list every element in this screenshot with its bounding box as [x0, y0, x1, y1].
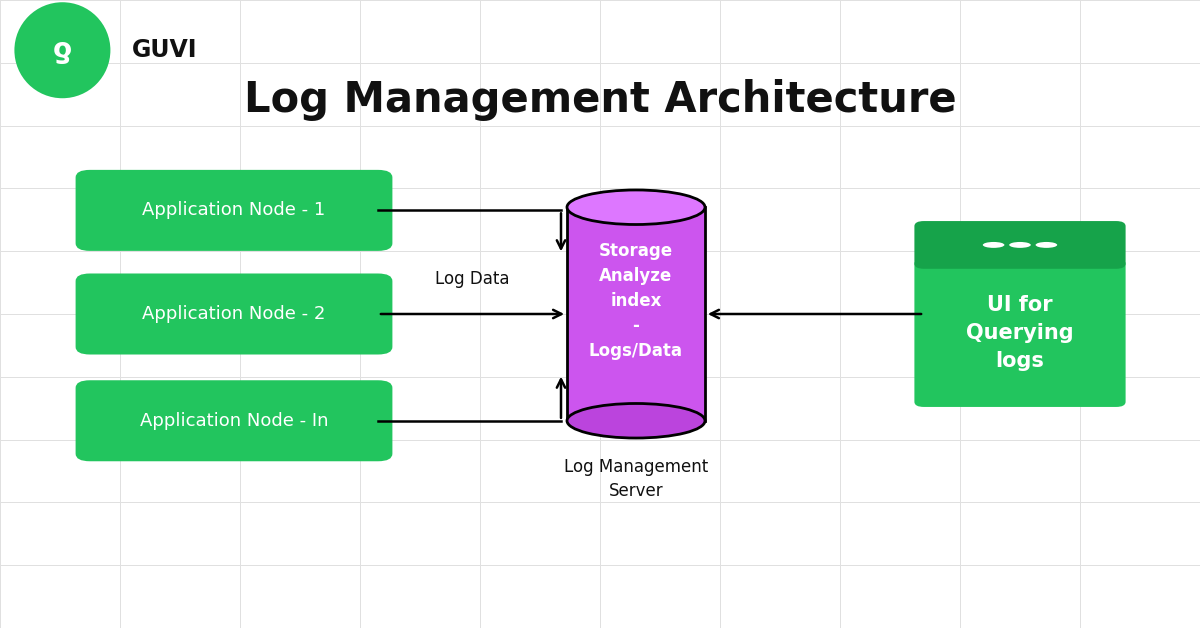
Ellipse shape — [568, 404, 706, 438]
Text: GUVI: GUVI — [132, 38, 198, 62]
Text: Log Data: Log Data — [436, 271, 510, 288]
FancyBboxPatch shape — [914, 259, 1126, 407]
Ellipse shape — [1036, 242, 1057, 248]
Text: Storage
Analyze
index
-
Logs/Data: Storage Analyze index - Logs/Data — [589, 242, 683, 360]
Text: Log Management Architecture: Log Management Architecture — [244, 80, 956, 121]
FancyBboxPatch shape — [76, 170, 392, 251]
Ellipse shape — [568, 190, 706, 225]
FancyBboxPatch shape — [76, 380, 392, 461]
Ellipse shape — [14, 3, 110, 98]
Ellipse shape — [1009, 242, 1031, 248]
Text: UI for
Querying
logs: UI for Querying logs — [966, 295, 1074, 371]
FancyBboxPatch shape — [76, 273, 392, 354]
FancyBboxPatch shape — [914, 221, 1126, 269]
Text: ƍ: ƍ — [53, 36, 72, 64]
Text: Application Node - 1: Application Node - 1 — [143, 202, 325, 219]
Ellipse shape — [983, 242, 1004, 248]
Text: Application Node - In: Application Node - In — [139, 412, 329, 430]
Bar — [568, 207, 706, 421]
Text: Application Node - 2: Application Node - 2 — [143, 305, 325, 323]
Text: Log Management
Server: Log Management Server — [564, 458, 708, 500]
